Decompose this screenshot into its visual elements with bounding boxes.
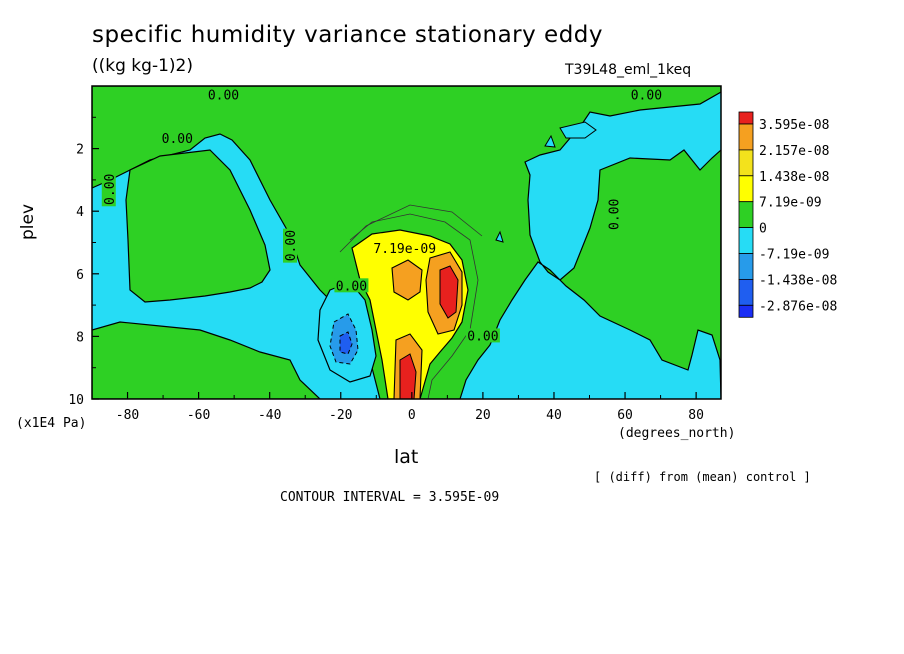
contour-label: 0.00: [606, 197, 622, 232]
y-tick-label: 2: [76, 143, 84, 158]
colorbar: 3.595e-08 2.157e-08 1.438e-08 7.19e-09 0 -7.1…: [738, 111, 837, 318]
negative-core-inner: [339, 331, 353, 355]
contour-label: 0.00: [283, 228, 299, 263]
colorbar-label: 3.595e-08: [759, 118, 829, 133]
negative-island-1: [559, 121, 597, 139]
contour-label: 0.00: [101, 172, 118, 207]
contour-label-text: 0.00: [467, 329, 498, 344]
y-tick-label: 6: [76, 268, 84, 283]
x-tick-label: -40: [258, 408, 281, 423]
contour-label-bg: [101, 172, 116, 207]
x-tick-label: 80: [688, 408, 704, 423]
contour-label-bg: [334, 278, 369, 293]
contour-label: 7.19e-09: [371, 240, 438, 257]
contour-label-text: 0.00: [607, 199, 622, 230]
contour-label-bg: [206, 87, 241, 102]
y-tick-label: 4: [76, 205, 84, 220]
contour-label-text: 0.00: [162, 132, 193, 147]
x-axis-label: lat: [394, 446, 419, 468]
y-tick-label: 8: [76, 330, 84, 345]
x-tick-label: -20: [329, 408, 352, 423]
contour-label-bg: [160, 131, 195, 146]
contour-label: 0.00: [160, 131, 195, 147]
contour-label-bg: [283, 228, 298, 263]
x-tick-label: 60: [617, 408, 633, 423]
x-axis-units: (degrees_north): [618, 426, 736, 441]
contour-labels: 0.00 0.00 0.00 0.00 0.00 0.00 7.19e-09 0.00 0.00: [101, 87, 664, 344]
x-tick-label: 0: [408, 408, 416, 423]
positive-max-2: [399, 353, 417, 399]
colorbar-swatch: [738, 111, 754, 125]
colorbar-swatch: [738, 304, 754, 318]
x-axis: -80 -60 -40 -20 0 20 40 60 80: [91, 392, 704, 423]
thin-contour-1: [349, 213, 479, 399]
contour-label-bg: [629, 87, 664, 102]
colorbar-label: 2.157e-08: [759, 144, 829, 159]
diff-note: [ (diff) from (mean) control ]: [594, 470, 811, 484]
colorbar-swatch: [738, 253, 754, 280]
colorbar-label: 7.19e-09: [759, 196, 822, 211]
zero-region-bottom-left: [92, 321, 321, 399]
x-tick-label: -80: [116, 408, 139, 423]
zero-region-left: [125, 149, 271, 303]
colorbar-swatch: [738, 201, 754, 228]
x-tick-label: 40: [546, 408, 562, 423]
negative-island-2: [544, 134, 556, 148]
negative-island-3: [495, 230, 504, 243]
positive-orange-1: [391, 259, 423, 301]
contour-label-text: 0.00: [631, 88, 662, 103]
contour-label: 0.00: [629, 87, 664, 103]
x-tick-label: -60: [187, 408, 210, 423]
colorbar-swatch: [738, 149, 754, 177]
contour-label-text: 7.19e-09: [373, 242, 436, 257]
contour-label-text: 0.00: [336, 279, 367, 294]
run-name: T39L48_eml_1keq: [565, 62, 692, 78]
colorbar-swatch: [738, 278, 754, 306]
contour-label: 0.00: [465, 328, 500, 344]
chart-units: ((kg kg-1)2): [92, 56, 193, 76]
colorbar-label: -2.876e-08: [759, 299, 837, 314]
colorbar-swatch: [738, 175, 754, 203]
contour-label: 0.00: [206, 87, 241, 103]
x-tick-label: 20: [475, 408, 491, 423]
y-axis: 2 4 6 8 10: [68, 116, 99, 408]
colorbar-label: -1.438e-08: [759, 273, 837, 288]
contour-label-text: 0.00: [103, 174, 118, 205]
contour-label: 0.00: [334, 278, 369, 294]
colorbar-label: 0: [759, 222, 767, 237]
colorbar-label: -7.19e-09: [759, 248, 829, 263]
contour-interval: CONTOUR INTERVAL = 3.595E-09: [280, 490, 500, 505]
contour-label-bg: [371, 240, 438, 255]
contour-label-bg: [606, 197, 621, 232]
colorbar-swatch: [738, 123, 754, 151]
chart-title: specific humidity variance stationary ed…: [92, 22, 604, 48]
contour-label-text: 0.00: [284, 230, 299, 261]
colorbar-swatch: [738, 227, 754, 254]
colorbar-label: 1.438e-08: [759, 170, 829, 185]
positive-max-1: [439, 265, 459, 319]
y-tick-label: 10: [68, 393, 84, 408]
thin-contour-2: [339, 204, 483, 253]
contour-label-bg: [465, 328, 500, 343]
y-axis-units: (x1E4 Pa): [16, 416, 87, 431]
contour-label-text: 0.00: [208, 88, 239, 103]
